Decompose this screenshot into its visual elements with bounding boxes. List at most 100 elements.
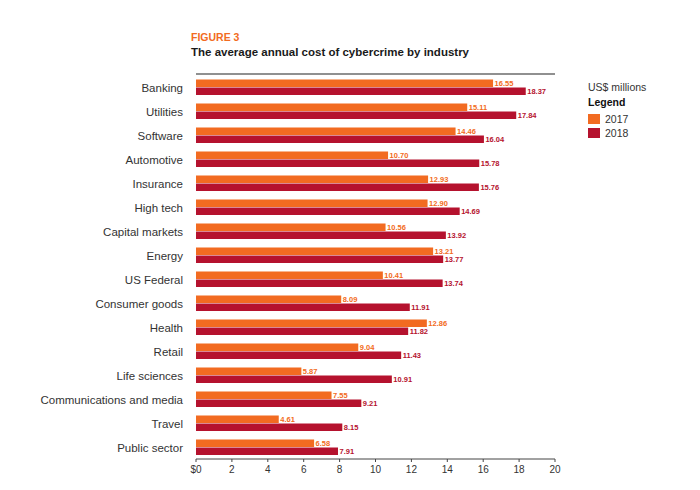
bar <box>196 104 467 112</box>
tick-label: 4 <box>265 464 271 475</box>
tick <box>339 459 340 462</box>
legend-label: 2018 <box>605 127 629 139</box>
tick <box>483 459 484 462</box>
data-label: 17.84 <box>518 111 538 120</box>
category-label: Retail <box>154 346 183 358</box>
data-label: 13.92 <box>447 231 466 240</box>
bar <box>196 400 361 408</box>
category-label: Capital markets <box>103 226 183 238</box>
category-label: Banking <box>141 82 183 94</box>
tick-label: 8 <box>337 464 343 475</box>
bar <box>196 136 484 144</box>
category-label: Energy <box>147 250 184 262</box>
legend-label: 2017 <box>605 113 629 125</box>
bar <box>196 320 427 328</box>
tick <box>375 459 376 462</box>
category-label: Insurance <box>132 178 183 190</box>
data-label: 15.78 <box>481 159 500 168</box>
category-label: Consumer goods <box>95 298 183 310</box>
data-labels: 16.5515.1114.4610.7012.9312.9010.5613.21… <box>280 79 546 456</box>
data-label: 12.86 <box>428 319 447 328</box>
bar <box>196 392 332 400</box>
data-label: 7.55 <box>333 391 348 400</box>
data-label: 9.04 <box>360 343 375 352</box>
title: FIGURE 3 <box>191 31 240 43</box>
bar <box>196 208 460 216</box>
data-label: 7.91 <box>339 447 354 456</box>
data-label: 13.74 <box>444 279 464 288</box>
category-label: Public sector <box>117 442 183 454</box>
bar <box>196 440 314 448</box>
bar <box>196 304 410 312</box>
bar <box>196 88 526 96</box>
unit-label: US$ millions <box>588 81 646 93</box>
data-label: 15.76 <box>480 183 499 192</box>
tick <box>196 459 197 462</box>
data-label: 9.21 <box>363 399 378 408</box>
category-label: Automotive <box>125 154 183 166</box>
bar <box>196 248 433 256</box>
bar <box>196 160 479 168</box>
bar <box>196 368 301 376</box>
category-label: Utilities <box>146 106 183 118</box>
tick-label: 20 <box>549 464 561 475</box>
data-label: 12.90 <box>429 199 448 208</box>
tick-label: 6 <box>301 464 307 475</box>
data-label: 8.09 <box>343 295 358 304</box>
tick <box>519 459 520 462</box>
bar <box>196 424 342 432</box>
tick-label: $0 <box>190 464 202 475</box>
tick <box>267 459 268 462</box>
bar <box>196 152 388 160</box>
bar <box>196 112 516 120</box>
legend-swatch <box>588 128 600 138</box>
bar <box>196 352 401 360</box>
bar <box>196 376 392 384</box>
bars <box>196 80 526 456</box>
category-label: US Federal <box>125 274 183 286</box>
category-label: Life sciences <box>117 370 184 382</box>
data-label: 10.56 <box>387 223 406 232</box>
tick-label: 14 <box>442 464 454 475</box>
data-label: 15.11 <box>469 103 487 112</box>
data-label: 10.41 <box>384 271 403 280</box>
data-label: 11.43 <box>403 351 421 360</box>
bar <box>196 128 456 136</box>
legend-title: Legend <box>588 96 625 108</box>
bar <box>196 416 279 424</box>
tick <box>411 459 412 462</box>
tick-label: 2 <box>229 464 235 475</box>
data-label: 6.58 <box>316 439 331 448</box>
bar <box>196 448 338 456</box>
tick <box>303 459 304 462</box>
category-label: High tech <box>134 202 183 214</box>
legend-swatch <box>588 114 600 124</box>
category-label: Health <box>150 322 183 334</box>
tick-label: 16 <box>478 464 490 475</box>
bar <box>196 200 428 208</box>
bar <box>196 280 443 288</box>
data-label: 10.70 <box>390 151 409 160</box>
tick <box>555 459 556 462</box>
data-label: 8.15 <box>344 423 359 432</box>
data-label: 18.37 <box>527 87 546 96</box>
data-label: 16.04 <box>485 135 505 144</box>
subtitle: The average annual cost of cybercrime by… <box>191 46 470 58</box>
bar <box>196 328 408 336</box>
bar <box>196 224 386 232</box>
category-label: Communications and media <box>40 394 183 406</box>
data-label: 14.46 <box>457 127 476 136</box>
tick <box>231 459 232 462</box>
bar <box>196 232 446 240</box>
tick-label: 18 <box>514 464 526 475</box>
bar <box>196 344 358 352</box>
data-label: 11.82 <box>410 327 428 336</box>
bar <box>196 296 341 304</box>
bar <box>196 80 493 88</box>
data-label: 16.55 <box>495 79 514 88</box>
data-label: 10.91 <box>393 375 412 384</box>
tick <box>447 459 448 462</box>
top-rule <box>196 73 555 74</box>
data-label: 12.93 <box>430 175 449 184</box>
category-label: Software <box>138 130 183 142</box>
